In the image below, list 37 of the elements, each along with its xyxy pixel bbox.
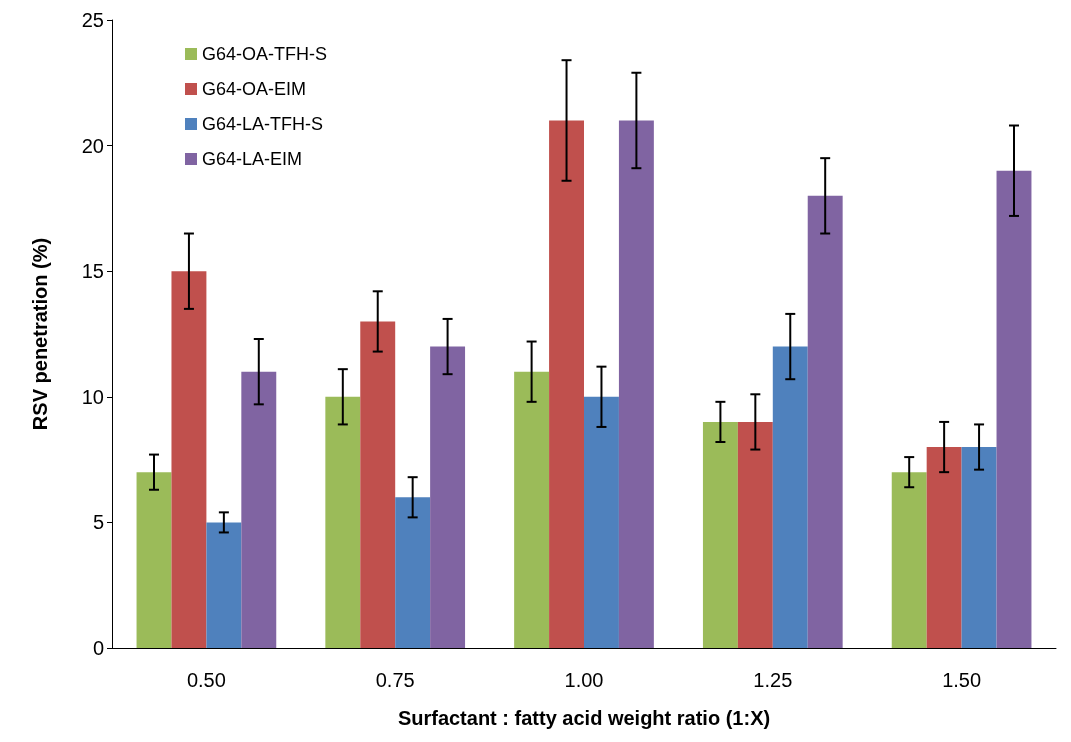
bar — [772, 346, 808, 648]
bar — [395, 497, 431, 648]
x-tick-label: 1.00 — [564, 669, 604, 691]
legend-label: G64-LA-EIM — [202, 149, 303, 169]
bar — [430, 346, 466, 648]
bar — [241, 371, 277, 648]
y-axis-title: RSV penetration (%) — [29, 237, 51, 431]
bar — [549, 120, 584, 648]
bar — [926, 447, 962, 648]
bar — [584, 396, 619, 648]
y-tick-label: 20 — [81, 134, 104, 157]
x-tick-label: 1.25 — [753, 669, 793, 691]
bar — [891, 472, 927, 648]
bar — [961, 447, 997, 648]
bar — [514, 371, 550, 648]
y-tick-label: 15 — [81, 260, 104, 283]
y-tick-label: 25 — [81, 9, 104, 31]
bar — [807, 195, 843, 648]
bar — [996, 170, 1032, 648]
bar — [171, 271, 207, 648]
legend-label: G64-LA-TFH-S — [202, 114, 324, 134]
y-tick-label: 5 — [92, 511, 104, 534]
bar — [206, 522, 242, 648]
legend-label: G64-OA-EIM — [202, 79, 307, 99]
legend-label: G64-OA-TFH-S — [202, 44, 328, 64]
bar — [618, 120, 654, 648]
bar — [136, 472, 172, 648]
x-tick-label: 1.50 — [942, 669, 982, 691]
bar — [702, 421, 738, 648]
x-axis-title: Surfactant : fatty acid weight ratio (1:X) — [397, 707, 771, 729]
bar — [737, 421, 773, 648]
y-tick-label: 0 — [92, 637, 104, 659]
y-tick-label: 10 — [81, 385, 104, 408]
bar — [325, 396, 361, 648]
bar — [360, 321, 396, 648]
x-tick-label: 0.50 — [186, 669, 226, 691]
x-tick-label: 0.75 — [375, 669, 415, 691]
